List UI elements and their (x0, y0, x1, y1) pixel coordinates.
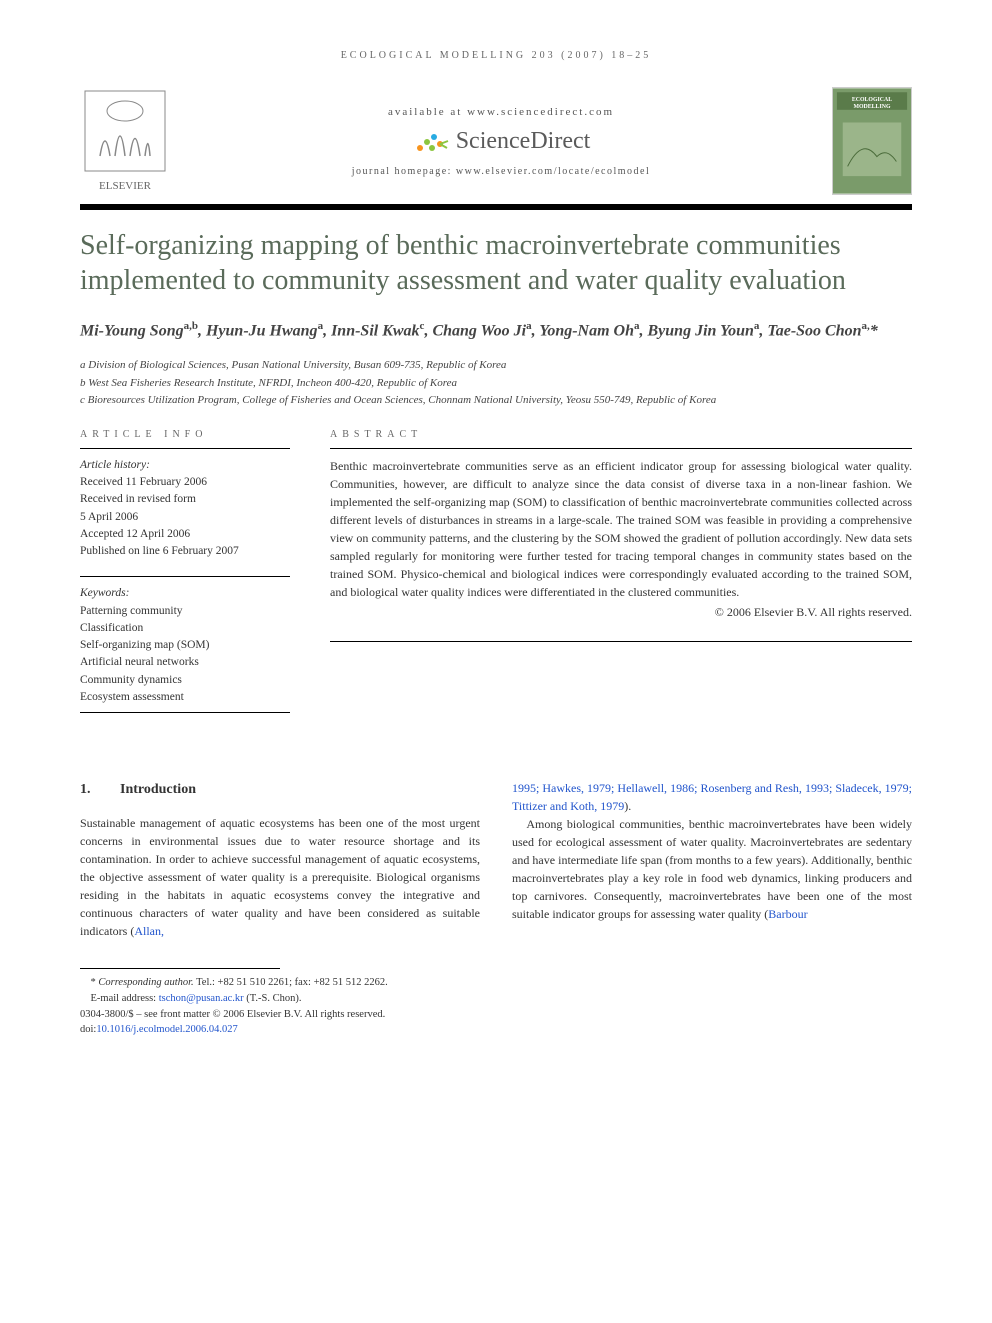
keywords-block: Keywords: Patterning community Classific… (80, 576, 290, 713)
available-at-text: available at www.sciencedirect.com (388, 106, 614, 118)
body-columns: 1.Introduction Sustainable management of… (80, 779, 912, 940)
keyword: Self-organizing map (SOM) (80, 637, 290, 654)
doi-line: doi:10.1016/j.ecolmodel.2006.04.027 (80, 1022, 912, 1038)
history-line: Accepted 12 April 2006 (80, 526, 290, 543)
sciencedirect-logo: ScienceDirect (412, 128, 591, 156)
history-line: Received 11 February 2006 (80, 474, 290, 491)
history-line: Received in revised form (80, 491, 290, 508)
article-info-column: ARTICLE INFO Article history: Received 1… (80, 429, 290, 729)
email-label: E-mail address: (91, 993, 159, 1004)
divider-thick (80, 204, 912, 210)
keyword: Community dynamics (80, 672, 290, 689)
sciencedirect-icon (412, 128, 452, 156)
abstract-copyright: © 2006 Elsevier B.V. All rights reserved… (330, 603, 912, 621)
corresponding-author: * Corresponding author. Tel.: +82 51 510… (80, 975, 912, 991)
keyword: Patterning community (80, 603, 290, 620)
email-link[interactable]: tschon@pusan.ac.kr (159, 993, 244, 1004)
abstract-text: Benthic macroinvertebrate communities se… (330, 448, 912, 621)
affiliation: b West Sea Fisheries Research Institute,… (80, 375, 912, 392)
affiliation: c Bioresources Utilization Program, Coll… (80, 392, 912, 409)
doi-link[interactable]: 10.1016/j.ecolmodel.2006.04.027 (96, 1024, 237, 1035)
citation-link[interactable]: Allan, (134, 924, 164, 938)
keyword: Classification (80, 620, 290, 637)
abstract-body: Benthic macroinvertebrate communities se… (330, 459, 912, 599)
svg-text:ELSEVIER: ELSEVIER (99, 180, 152, 192)
masthead-center: available at www.sciencedirect.com Scien… (170, 106, 832, 177)
history-line: 5 April 2006 (80, 509, 290, 526)
paragraph-text: Sustainable management of aquatic ecosys… (80, 816, 480, 938)
elsevier-logo: ELSEVIER (80, 86, 170, 196)
authors-list: Mi-Young Songa,b, Hyun-Ju Hwanga, Inn-Si… (80, 318, 912, 343)
citation-link[interactable]: Barbour (768, 907, 807, 921)
footnotes-rule (80, 968, 280, 969)
section-number: 1. (80, 779, 120, 800)
article-history-heading: Article history: (80, 457, 290, 474)
keyword: Ecosystem assessment (80, 689, 290, 706)
abstract-column: ABSTRACT Benthic macroinvertebrate commu… (330, 429, 912, 729)
affiliation: a Division of Biological Sciences, Pusan… (80, 357, 912, 374)
article-info-label: ARTICLE INFO (80, 429, 290, 440)
section-title: Introduction (120, 782, 196, 797)
email-line: E-mail address: tschon@pusan.ac.kr (T.-S… (80, 991, 912, 1007)
keyword: Artificial neural networks (80, 654, 290, 671)
front-matter: 0304-3800/$ – see front matter © 2006 El… (80, 1007, 912, 1023)
body-column-left: 1.Introduction Sustainable management of… (80, 779, 480, 940)
body-paragraph: Sustainable management of aquatic ecosys… (80, 814, 480, 940)
footnotes: * Corresponding author. Tel.: +82 51 510… (80, 975, 912, 1038)
sciencedirect-text: ScienceDirect (456, 128, 591, 155)
masthead: ELSEVIER available at www.sciencedirect.… (80, 86, 912, 196)
doi-label: doi: (80, 1024, 96, 1035)
citation-link[interactable]: 1995; Hawkes, 1979; Hellawell, 1986; Ros… (512, 781, 912, 813)
svg-text:MODELLING: MODELLING (853, 104, 890, 110)
article-history-block: Article history: Received 11 February 20… (80, 448, 290, 561)
paragraph-text: Among biological communities, benthic ma… (512, 817, 912, 921)
article-title: Self-organizing mapping of benthic macro… (80, 228, 912, 298)
section-heading: 1.Introduction (80, 779, 480, 800)
paragraph-text: ). (624, 799, 631, 813)
svg-text:ECOLOGICAL: ECOLOGICAL (852, 97, 892, 103)
body-paragraph: Among biological communities, benthic ma… (512, 815, 912, 923)
journal-cover-thumbnail: ECOLOGICAL MODELLING (832, 87, 912, 195)
email-after: (T.-S. Chon). (244, 993, 302, 1004)
running-header: ECOLOGICAL MODELLING 203 (2007) 18–25 (80, 50, 912, 61)
abstract-label: ABSTRACT (330, 429, 912, 440)
affiliations-list: a Division of Biological Sciences, Pusan… (80, 357, 912, 409)
keywords-heading: Keywords: (80, 585, 290, 602)
corresponding-text: * Corresponding author. Tel.: +82 51 510… (91, 977, 388, 988)
body-paragraph: 1995; Hawkes, 1979; Hellawell, 1986; Ros… (512, 779, 912, 815)
journal-homepage-text: journal homepage: www.elsevier.com/locat… (352, 166, 651, 177)
body-column-right: 1995; Hawkes, 1979; Hellawell, 1986; Ros… (512, 779, 912, 940)
history-line: Published on line 6 February 2007 (80, 543, 290, 560)
